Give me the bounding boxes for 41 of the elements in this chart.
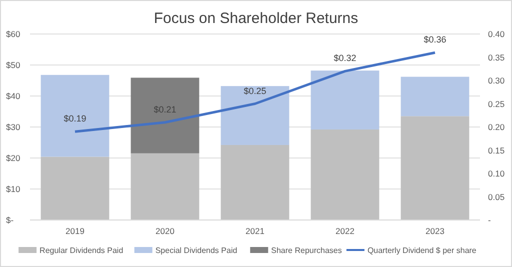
y2-tick-label: 0.20	[488, 122, 505, 132]
x-tick-label: 2022	[336, 226, 355, 236]
bar	[40, 156, 110, 220]
x-tick-label: 2020	[156, 226, 175, 236]
bar	[220, 144, 290, 220]
chart-title: Focus on Shareholder Returns	[154, 10, 358, 27]
data-label: $0.19	[64, 114, 86, 124]
y-tick-label: $60	[6, 29, 20, 39]
legend-label: Regular Dividends Paid	[40, 246, 124, 255]
bar	[40, 74, 110, 157]
y-tick-label: $40	[6, 91, 20, 101]
x-tick-label: 2019	[66, 226, 85, 236]
y2-tick-label: 0.15	[488, 145, 505, 156]
bar	[130, 153, 200, 220]
y-tick-label: $50	[6, 60, 20, 70]
y-tick-label: $30	[6, 122, 20, 132]
bar	[310, 70, 380, 130]
legend-label: Quarterly Dividend $ per share	[367, 246, 477, 255]
data-label: $0.32	[334, 53, 356, 64]
y2-tick-label: 0.05	[488, 192, 505, 202]
bar	[130, 78, 200, 154]
bar	[400, 76, 470, 116]
x-tick-label: 2021	[246, 226, 265, 236]
y-tick-label: $20	[6, 153, 20, 163]
bar	[310, 129, 380, 220]
y2-tick-label: 0.10	[488, 168, 505, 178]
legend-label: Special Dividends Paid	[155, 246, 238, 255]
y2-tick-label: 0.30	[488, 76, 505, 86]
y-tick-label: $10	[6, 184, 20, 194]
data-label: $0.25	[244, 86, 266, 96]
y2-tick-label: -	[488, 215, 491, 225]
y-tick-label: $-	[6, 215, 14, 225]
data-label: $0.36	[424, 34, 446, 45]
y2-tick-label: 0.40	[488, 29, 505, 39]
bar	[220, 86, 290, 145]
bar	[400, 116, 470, 220]
y2-tick-label: 0.35	[488, 52, 505, 62]
x-tick-label: 2023	[426, 226, 445, 236]
data-label: $0.21	[154, 104, 176, 114]
legend-label: Share Repurchases	[271, 246, 342, 255]
y2-tick-label: 0.25	[488, 98, 505, 109]
